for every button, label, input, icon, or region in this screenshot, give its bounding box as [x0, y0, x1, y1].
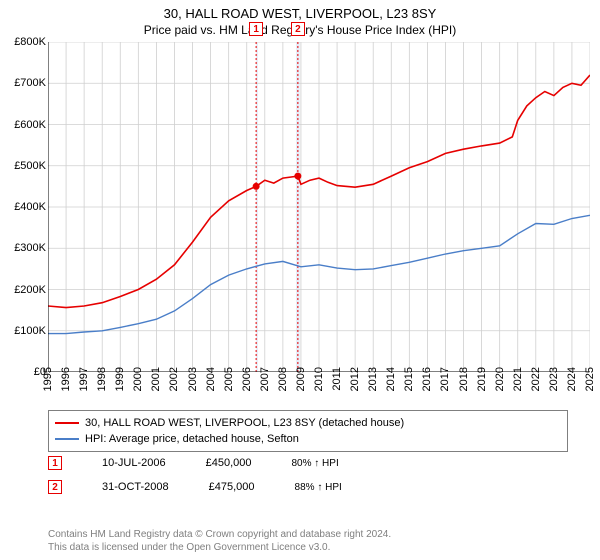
- footer-attribution: Contains HM Land Registry data © Crown c…: [48, 529, 568, 554]
- y-tick-label: £100K: [4, 325, 46, 337]
- x-tick-label: 2020: [494, 367, 506, 397]
- footer-line1: Contains HM Land Registry data © Crown c…: [48, 529, 568, 542]
- x-tick-label: 2016: [421, 367, 433, 397]
- x-tick-label: 2000: [132, 367, 144, 397]
- x-tick-label: 2003: [187, 367, 199, 397]
- y-tick-label: £700K: [4, 77, 46, 89]
- x-tick-label: 2011: [331, 367, 343, 397]
- legend-swatch-property: [55, 422, 79, 424]
- x-tick-label: 1997: [78, 367, 90, 397]
- y-tick-label: £600K: [4, 119, 46, 131]
- x-tick-label: 2023: [548, 367, 560, 397]
- footer-line2: This data is licensed under the Open Gov…: [48, 542, 568, 555]
- x-tick-label: 1995: [42, 367, 54, 397]
- x-tick-label: 2009: [295, 367, 307, 397]
- x-tick-label: 2007: [259, 367, 271, 397]
- transaction-date-1: 10-JUL-2006: [102, 457, 166, 469]
- x-tick-label: 2019: [476, 367, 488, 397]
- x-tick-label: 2004: [205, 367, 217, 397]
- x-tick-label: 2024: [566, 367, 578, 397]
- y-tick-label: £200K: [4, 284, 46, 296]
- x-tick-label: 1996: [60, 367, 72, 397]
- x-tick-label: 2025: [584, 367, 596, 397]
- x-tick-label: 2017: [439, 367, 451, 397]
- transaction-row-1: 1 10-JUL-2006 £450,000 80% ↑ HPI: [48, 456, 339, 470]
- chart-svg: [48, 42, 590, 372]
- marker-top-box: 1: [249, 22, 263, 36]
- chart-area: £0£100K£200K£300K£400K£500K£600K£700K£80…: [0, 42, 600, 402]
- marker-index-1: 1: [52, 458, 58, 469]
- x-tick-label: 2021: [512, 367, 524, 397]
- legend-row-hpi: HPI: Average price, detached house, Seft…: [55, 431, 561, 447]
- marker-box-2: 2: [48, 480, 62, 494]
- marker-box-1: 1: [48, 456, 62, 470]
- y-tick-label: £0: [4, 366, 46, 378]
- y-tick-label: £300K: [4, 242, 46, 254]
- x-tick-label: 2010: [313, 367, 325, 397]
- x-tick-label: 2014: [385, 367, 397, 397]
- transaction-row-2: 2 31-OCT-2008 £475,000 88% ↑ HPI: [48, 480, 342, 494]
- plot-area: [48, 42, 590, 372]
- chart-title-line1: 30, HALL ROAD WEST, LIVERPOOL, L23 8SY: [0, 0, 600, 21]
- x-tick-label: 2012: [349, 367, 361, 397]
- legend-label-hpi: HPI: Average price, detached house, Seft…: [85, 433, 299, 445]
- y-tick-label: £800K: [4, 36, 46, 48]
- marker-top-box: 2: [291, 22, 305, 36]
- legend-label-property: 30, HALL ROAD WEST, LIVERPOOL, L23 8SY (…: [85, 417, 404, 429]
- x-tick-label: 2006: [241, 367, 253, 397]
- legend-row-property: 30, HALL ROAD WEST, LIVERPOOL, L23 8SY (…: [55, 415, 561, 431]
- x-tick-label: 2008: [277, 367, 289, 397]
- x-tick-label: 2022: [530, 367, 542, 397]
- x-tick-label: 2015: [403, 367, 415, 397]
- transaction-price-2: £475,000: [209, 481, 255, 493]
- y-tick-label: £500K: [4, 160, 46, 172]
- transaction-hpi-2: 88% ↑ HPI: [295, 482, 342, 493]
- transaction-date-2: 31-OCT-2008: [102, 481, 169, 493]
- x-tick-label: 2001: [150, 367, 162, 397]
- transaction-hpi-1: 80% ↑ HPI: [291, 458, 338, 469]
- x-tick-label: 2002: [168, 367, 180, 397]
- y-tick-label: £400K: [4, 201, 46, 213]
- transaction-price-1: £450,000: [206, 457, 252, 469]
- marker-index-2: 2: [52, 482, 58, 493]
- x-tick-label: 1999: [114, 367, 126, 397]
- x-tick-label: 2018: [458, 367, 470, 397]
- x-tick-label: 1998: [96, 367, 108, 397]
- x-tick-label: 2013: [367, 367, 379, 397]
- legend-swatch-hpi: [55, 438, 79, 440]
- x-tick-label: 2005: [223, 367, 235, 397]
- legend: 30, HALL ROAD WEST, LIVERPOOL, L23 8SY (…: [48, 410, 568, 452]
